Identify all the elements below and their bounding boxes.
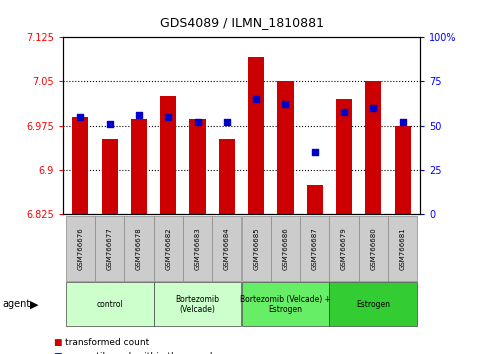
Bar (154, 216, 183, 281)
Text: control: control (96, 300, 123, 309)
Text: GSM766678: GSM766678 (136, 227, 142, 270)
Point (282, 102, 289, 107)
Text: GSM766687: GSM766687 (312, 227, 318, 270)
Point (369, 105, 377, 111)
Text: Bortezomib
(Velcade): Bortezomib (Velcade) (175, 295, 220, 314)
Bar (307, 185, 323, 214)
Text: GSM766677: GSM766677 (107, 227, 113, 270)
Text: ■: ■ (53, 352, 62, 354)
Point (223, 119, 231, 125)
Text: GSM766684: GSM766684 (224, 227, 230, 270)
Bar (131, 119, 147, 214)
Point (194, 119, 201, 125)
Point (252, 96, 260, 102)
Text: GDS4089 / ILMN_1810881: GDS4089 / ILMN_1810881 (159, 16, 324, 29)
Bar (365, 81, 382, 214)
Point (399, 119, 407, 125)
Bar (219, 139, 235, 214)
Bar (101, 139, 118, 214)
Point (164, 114, 172, 120)
Bar (329, 282, 417, 326)
Bar (300, 216, 329, 281)
Point (135, 112, 143, 118)
Bar (242, 216, 271, 281)
Bar (72, 117, 88, 214)
Text: GSM766686: GSM766686 (283, 227, 288, 270)
Bar (277, 81, 294, 214)
Bar (183, 216, 212, 281)
Text: percentile rank within the sample: percentile rank within the sample (65, 352, 218, 354)
Text: GSM766679: GSM766679 (341, 227, 347, 270)
Point (106, 121, 114, 127)
Text: GSM766680: GSM766680 (370, 227, 376, 270)
Text: ▶: ▶ (30, 299, 39, 309)
Bar (212, 216, 242, 281)
Bar (271, 216, 300, 281)
Bar (66, 282, 154, 326)
Point (76, 114, 84, 120)
Bar (189, 119, 206, 214)
Text: GSM766685: GSM766685 (253, 227, 259, 270)
Text: Estrogen: Estrogen (356, 300, 390, 309)
Text: agent: agent (2, 299, 30, 309)
Bar (154, 282, 242, 326)
Point (340, 109, 348, 114)
Bar (395, 126, 411, 214)
Bar (95, 216, 124, 281)
Text: GSM766682: GSM766682 (165, 227, 171, 270)
Bar (66, 216, 95, 281)
Text: GSM766681: GSM766681 (399, 227, 406, 270)
Text: GSM766683: GSM766683 (195, 227, 200, 270)
Text: transformed count: transformed count (65, 338, 149, 347)
Bar (329, 216, 359, 281)
Text: GSM766676: GSM766676 (77, 227, 84, 270)
Point (311, 149, 319, 155)
Bar (359, 216, 388, 281)
Bar (336, 99, 352, 214)
Bar (124, 216, 154, 281)
Bar (160, 96, 176, 214)
Text: ■: ■ (53, 338, 62, 347)
Bar (242, 282, 329, 326)
Bar (388, 216, 417, 281)
Text: Bortezomib (Velcade) +
Estrogen: Bortezomib (Velcade) + Estrogen (240, 295, 331, 314)
Bar (248, 57, 264, 214)
